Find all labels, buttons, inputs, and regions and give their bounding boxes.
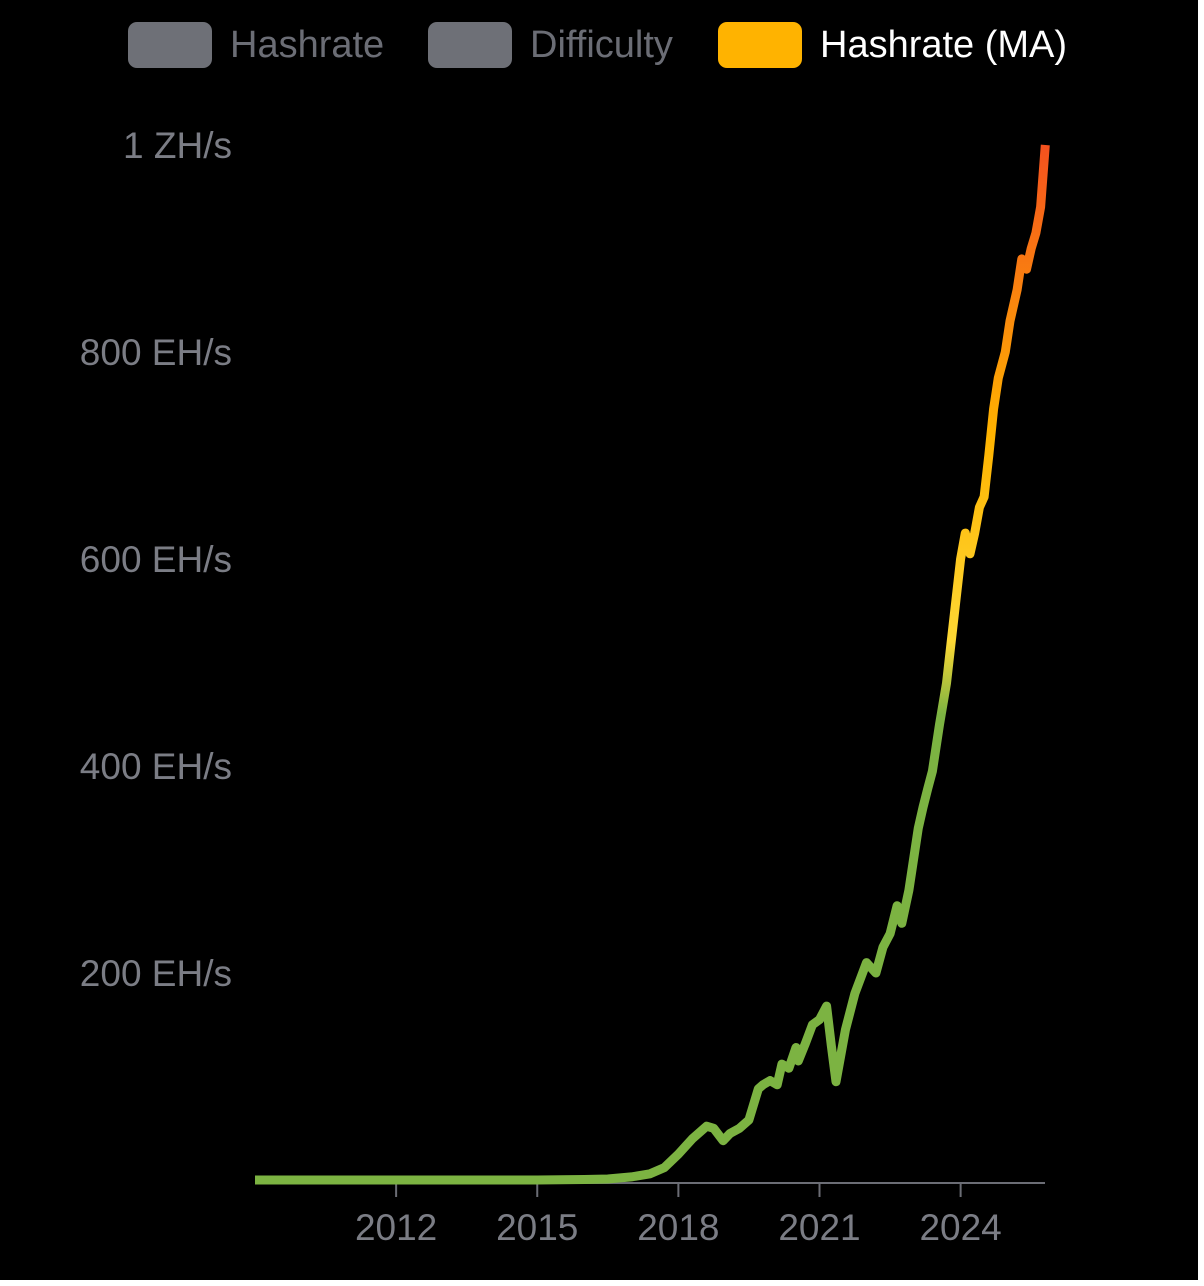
- y-tick-label: 600 EH/s: [80, 539, 232, 580]
- x-tick-label: 2024: [919, 1207, 1001, 1248]
- x-tick-label: 2021: [778, 1207, 860, 1248]
- x-tick-label: 2018: [637, 1207, 719, 1248]
- legend: Hashrate Difficulty Hashrate (MA): [0, 14, 1198, 74]
- x-tick-label: 2012: [355, 1207, 437, 1248]
- legend-swatch-hashrate-ma: [718, 22, 802, 68]
- legend-label-difficulty: Difficulty: [530, 24, 673, 66]
- legend-item-hashrate-ma[interactable]: Hashrate (MA): [718, 22, 1067, 68]
- legend-swatch-difficulty: [428, 22, 512, 68]
- legend-item-difficulty[interactable]: Difficulty: [428, 22, 673, 68]
- legend-swatch-hashrate: [128, 22, 212, 68]
- legend-item-hashrate[interactable]: Hashrate: [128, 22, 384, 68]
- y-tick-label: 400 EH/s: [80, 746, 232, 787]
- legend-label-hashrate-ma: Hashrate (MA): [820, 24, 1068, 66]
- y-tick-label: 1 ZH/s: [123, 125, 232, 166]
- legend-label-hashrate: Hashrate: [230, 24, 385, 66]
- y-axis-labels: 200 EH/s 400 EH/s 600 EH/s 800 EH/s 1 ZH/s: [80, 125, 232, 994]
- x-tick-label: 2015: [496, 1207, 578, 1248]
- x-axis-labels: 2012 2015 2018 2021 2024: [355, 1207, 1002, 1248]
- y-tick-label: 800 EH/s: [80, 332, 232, 373]
- y-tick-label: 200 EH/s: [80, 953, 232, 994]
- series-line-hashrate-ma: [255, 144, 1050, 1185]
- x-axis-ticks: [395, 1183, 962, 1197]
